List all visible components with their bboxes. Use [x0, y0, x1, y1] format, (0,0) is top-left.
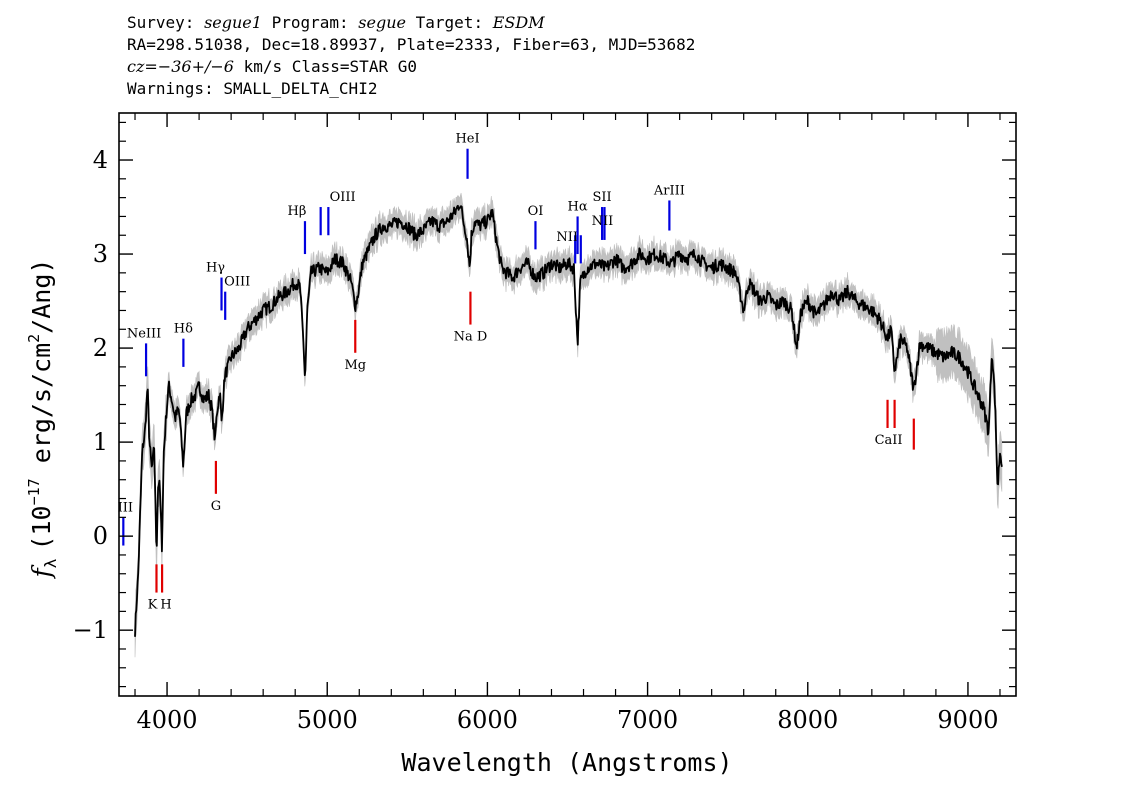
header-line-warnings: Warnings: SMALL_DELTA_CHI2 — [127, 79, 378, 98]
line-label: OI — [528, 204, 544, 219]
x-tick-labels: 4000 5000 6000 7000 8000 9000 — [137, 706, 999, 734]
header-line-coords: RA=298.51038, Dec=18.89937, Plate=2333, … — [127, 35, 696, 54]
emission-absorption-lines: NeIII HδHγOIIIHβOIIIHeIOINIIHαSIINIIArIII… — [118, 132, 915, 613]
line-label: OIII — [224, 275, 250, 290]
line-label: G — [211, 499, 221, 514]
spectrum-line — [134, 204, 1003, 637]
cz-value: −36+/−6 — [157, 57, 234, 76]
survey-value: segue1 — [204, 13, 262, 32]
line-label: ArIII — [653, 183, 685, 198]
y-tick-label: 0 — [93, 522, 108, 550]
x-axis-label: Wavelength (Angstroms) — [401, 748, 732, 777]
line-label: Mg — [344, 358, 366, 373]
y-tick-label: 1 — [93, 428, 108, 456]
spectrum-header: Survey: segue1 Program: segue Target: ES… — [127, 12, 695, 100]
y-tick-labels: −1 0 1 2 3 4 — [73, 146, 108, 644]
x-tick-label: 9000 — [937, 706, 998, 734]
program-value: segue — [358, 13, 406, 32]
line-label: Hβ — [288, 204, 307, 219]
survey-label: Survey: — [127, 13, 195, 32]
x-tick-label: 5000 — [297, 706, 358, 734]
header-line-survey: Survey: segue1 Program: segue Target: ES… — [127, 12, 695, 34]
line-label: CaII — [875, 433, 903, 448]
line-label: NeIII — [127, 326, 161, 341]
y-tick-label: 4 — [93, 146, 108, 174]
x-tick-label: 4000 — [137, 706, 198, 734]
line-label: H — [160, 598, 171, 613]
spectrum-series — [134, 204, 1003, 637]
line-label: SII — [593, 190, 612, 205]
class-text: km/s Class=STAR G0 — [233, 57, 417, 76]
line-label: HeI — [455, 132, 479, 147]
line-label: K — [148, 598, 158, 613]
line-label: OIII — [330, 190, 356, 205]
line-label: Hα — [568, 199, 588, 214]
line-label: Na D — [454, 330, 488, 345]
x-tick-label: 8000 — [777, 706, 838, 734]
y-tick-label: 2 — [93, 334, 108, 362]
target-value: ESDM — [492, 13, 545, 32]
line-label: Hδ — [174, 322, 193, 337]
axis-ticks — [119, 113, 1016, 696]
cz-label: cz= — [127, 57, 158, 76]
y-tick-label: 3 — [93, 240, 108, 268]
header-line-redshift: cz=−36+/−6 km/s Class=STAR G0 — [127, 56, 695, 78]
y-tick-label: −1 — [73, 616, 108, 644]
program-label: Program: — [271, 13, 349, 32]
y-axis-label: fλ(10−17 erg/s/cm2/Ang) — [25, 259, 60, 580]
x-tick-label: 7000 — [617, 706, 678, 734]
line-label: NII — [556, 230, 578, 245]
line-label: NII — [592, 214, 614, 229]
line-label: III — [118, 500, 133, 515]
x-tick-label: 6000 — [457, 706, 518, 734]
line-label: Hγ — [206, 261, 225, 276]
target-label: Target: — [415, 13, 484, 32]
